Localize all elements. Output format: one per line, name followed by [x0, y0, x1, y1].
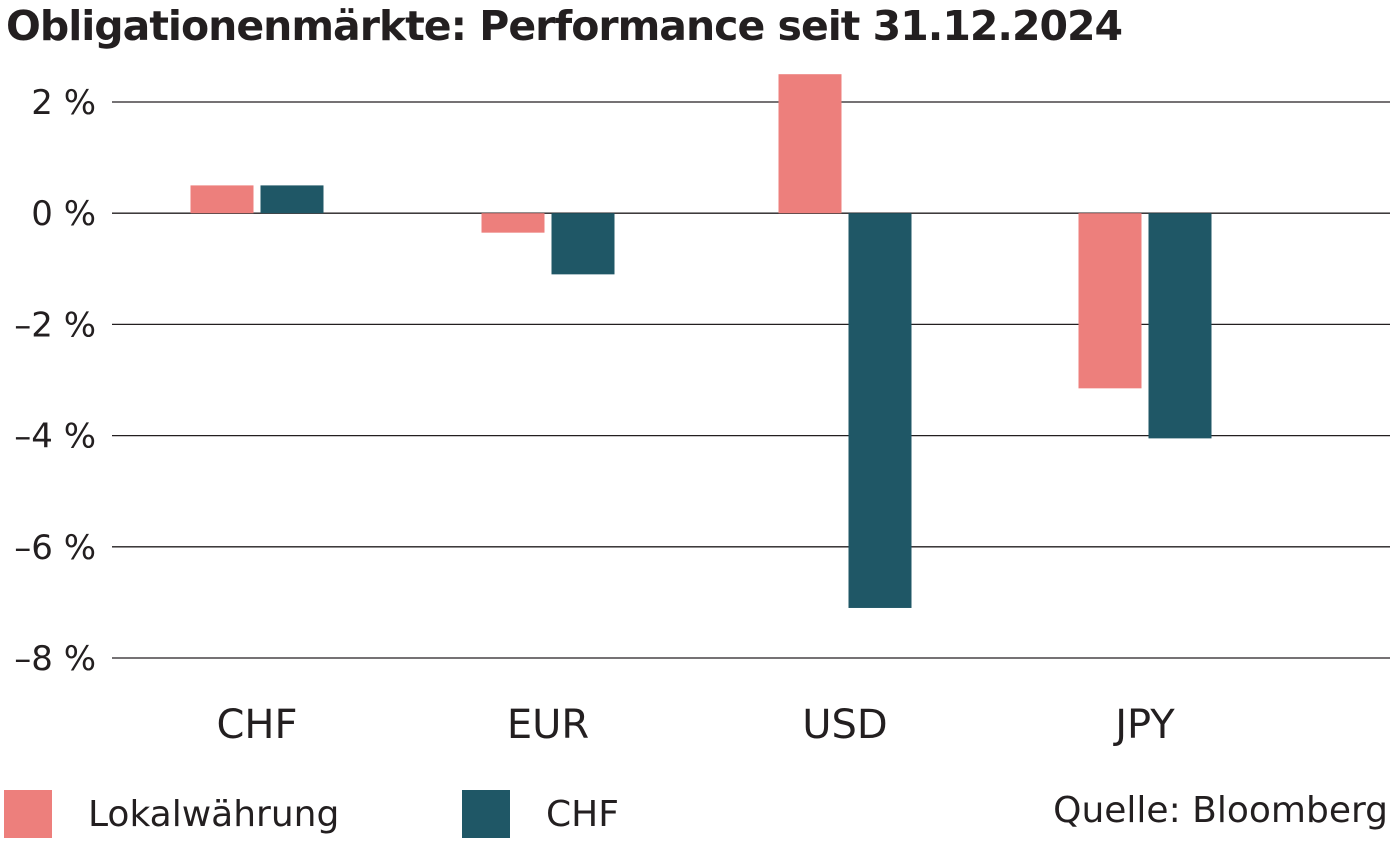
- y-tick-label: 2 %: [31, 83, 96, 123]
- bars: [190, 74, 1212, 608]
- bar-local-jpy: [1078, 213, 1142, 389]
- legend-item-chf: CHF: [462, 790, 619, 838]
- bar-chf-jpy: [1148, 213, 1212, 439]
- bar-local-usd: [778, 74, 842, 214]
- bar-chf-eur: [551, 213, 615, 275]
- y-tick-label: –8 %: [14, 639, 96, 679]
- y-axis-ticks: 2 % 0 % –2 % –4 % –6 % –8 %: [14, 83, 96, 679]
- gridlines: [112, 101, 1390, 659]
- y-tick-label: –2 %: [14, 305, 96, 345]
- legend-label-local: Lokalwährung: [88, 793, 340, 835]
- x-category-label: CHF: [216, 702, 297, 748]
- x-category-label: JPY: [1112, 702, 1175, 748]
- x-axis-categories: CHF EUR USD JPY: [216, 702, 1175, 748]
- y-tick-label: –4 %: [14, 417, 96, 457]
- legend-swatch-chf: [462, 790, 510, 838]
- bar-local-eur: [481, 213, 545, 233]
- legend-swatch-local: [4, 790, 52, 838]
- chart-title: Obligationenmärkte: Performance seit 31.…: [6, 2, 1123, 50]
- x-category-label: USD: [802, 702, 887, 748]
- source-note: Quelle: Bloomberg: [1053, 790, 1388, 831]
- legend-label-chf: CHF: [546, 793, 619, 835]
- bar-local-chf: [190, 185, 254, 214]
- legend-item-local: Lokalwährung: [4, 790, 339, 838]
- x-category-label: EUR: [507, 702, 589, 748]
- bar-chf-chf: [260, 185, 324, 214]
- bar-chart: 2 % 0 % –2 % –4 % –6 % –8 % CHF EUR USD JPY: [14, 74, 1390, 748]
- bar-chf-usd: [848, 213, 912, 608]
- y-tick-label: 0 %: [31, 194, 96, 234]
- y-tick-label: –6 %: [14, 528, 96, 568]
